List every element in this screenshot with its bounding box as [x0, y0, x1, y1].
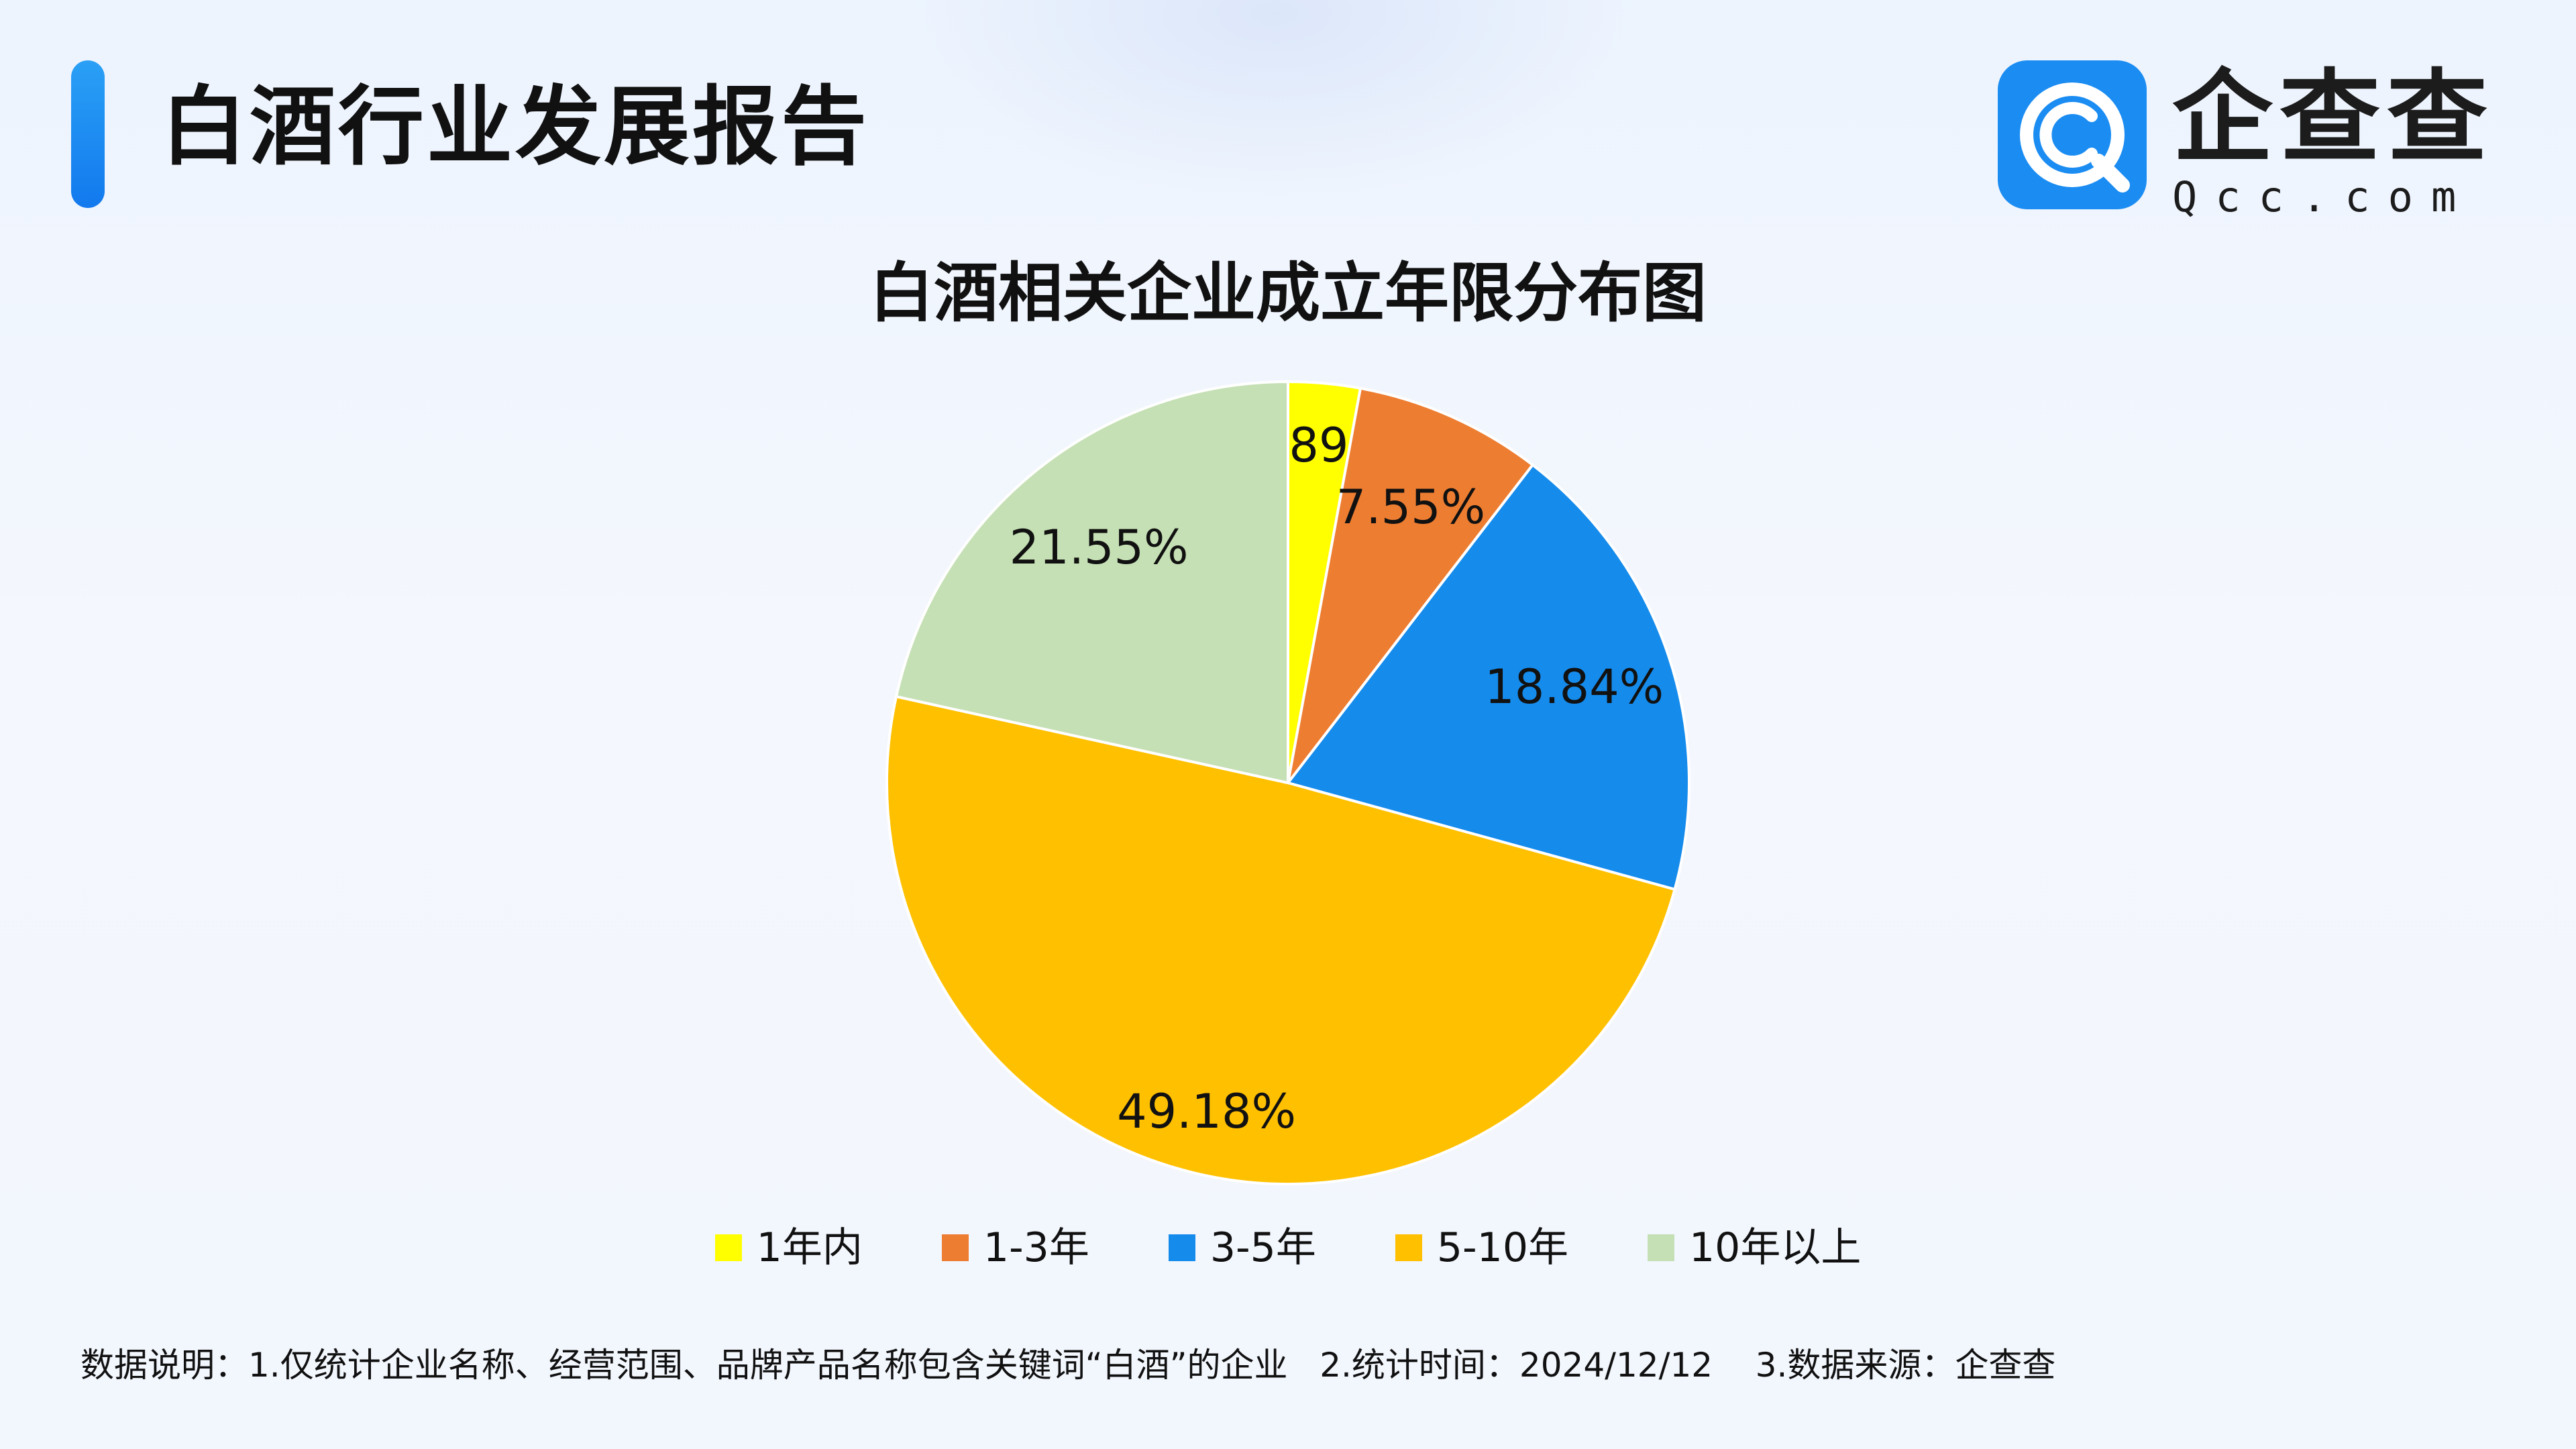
- pie-slice-4: [885, 694, 1677, 1186]
- brand-name: 企查查: [2172, 60, 2495, 176]
- legend-label: 1年内: [756, 1224, 863, 1271]
- legend-item: 1-3年: [941, 1221, 1089, 1275]
- legend-label: 3-5年: [1210, 1224, 1316, 1271]
- legend-label: 5-10年: [1436, 1224, 1568, 1271]
- legend-label: 10年以上: [1689, 1224, 1862, 1271]
- pie-slice-5: [894, 380, 1289, 785]
- legend-swatch: [1648, 1234, 1674, 1261]
- brand-domain: Qcc.com: [2172, 172, 2475, 221]
- pie-slice-2: [1287, 386, 1535, 784]
- legend-swatch: [1395, 1234, 1422, 1261]
- legend-swatch: [941, 1234, 969, 1261]
- legend-item: 10年以上: [1648, 1221, 1861, 1275]
- legend-item: 5-10年: [1395, 1221, 1568, 1275]
- chart-legend: 1年内 1-3年 3-5年 5-10年 10年以上: [0, 1221, 2576, 1275]
- legend-item: 1年内: [714, 1221, 863, 1275]
- data-label-2: 7.55%: [1336, 480, 1485, 535]
- pie-slice-3: [1285, 463, 1691, 892]
- title-accent-bar: [71, 60, 105, 208]
- legend-swatch: [714, 1234, 742, 1261]
- legend-swatch: [1168, 1234, 1195, 1261]
- data-source-footnote: 数据说明：1.仅统计企业名称、经营范围、品牌产品名称包含关键词“白酒”的企业 2…: [80, 1346, 2056, 1385]
- data-label-5: 21.55%: [1010, 520, 1189, 575]
- legend-label: 1-3年: [983, 1224, 1089, 1271]
- brand-logo: 企查查 Qcc.com: [2172, 64, 2494, 221]
- data-label-4: 49.18%: [1117, 1084, 1296, 1139]
- page-title: 白酒行业发展报告: [161, 77, 870, 177]
- qcc-logo-icon: [1998, 60, 2147, 209]
- data-label-3: 18.84%: [1485, 659, 1664, 714]
- pie-chart: 2.89%7.55%18.84%49.18%21.55%: [885, 380, 1691, 1186]
- chart-title: 白酒相关企业成立年限分布图: [869, 256, 1707, 331]
- legend-item: 3-5年: [1168, 1221, 1316, 1275]
